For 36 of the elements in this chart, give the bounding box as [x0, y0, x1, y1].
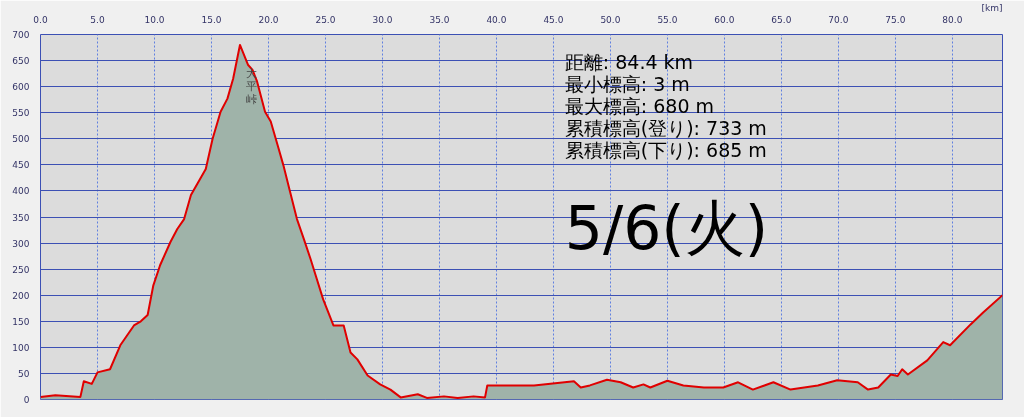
y-tick-label: 650: [12, 56, 30, 67]
x-tick-label: 40.0: [486, 14, 507, 25]
x-tick-label: 35.0: [429, 14, 450, 25]
x-tick-label: 75.0: [885, 14, 906, 25]
x-tick-label: 60.0: [714, 14, 735, 25]
y-tick-label: 700: [12, 30, 30, 40]
annotation: 累積標高(下り): 685 m: [564, 138, 767, 161]
y-tick-label: 600: [12, 82, 30, 93]
y-tick-label: 200: [12, 290, 30, 301]
x-tick-label: 70.0: [828, 14, 849, 25]
y-tick-label: 250: [12, 264, 30, 275]
x-axis-title: [km]: [981, 2, 1003, 13]
y-tick-label: 400: [12, 186, 30, 197]
x-tick-label: 5.0: [90, 14, 105, 25]
x-tick-label: 0.0: [33, 14, 48, 25]
y-tick-label: 350: [12, 212, 30, 223]
annotation: 最大標高: 680 m: [564, 94, 715, 117]
y-tick-label: 0: [23, 395, 30, 405]
y-tick-label: 100: [12, 342, 30, 353]
y-tick-label: 50: [18, 368, 30, 379]
x-tick-label: 45.0: [543, 14, 564, 25]
x-tick-label: 55.0: [657, 14, 678, 25]
annotation: 累積標高(登り): 733 m: [564, 116, 767, 139]
x-tick-label: 25.0: [315, 14, 336, 25]
y-tick-label: 500: [12, 134, 30, 145]
y-tick-label: 450: [12, 160, 30, 171]
x-tick-label: 50.0: [600, 14, 621, 25]
x-tick-label: 20.0: [258, 14, 279, 25]
x-tick-label: 30.0: [372, 14, 393, 25]
y-tick-label: 150: [12, 316, 30, 327]
x-tick-label: 65.0: [771, 14, 792, 25]
x-tick-label: 10.0: [144, 14, 165, 25]
x-tick-label: 15.0: [201, 14, 222, 25]
y-tick-label: 550: [12, 108, 30, 119]
y-tick-label: 300: [12, 238, 30, 249]
x-tick-label: 80.0: [942, 14, 963, 25]
